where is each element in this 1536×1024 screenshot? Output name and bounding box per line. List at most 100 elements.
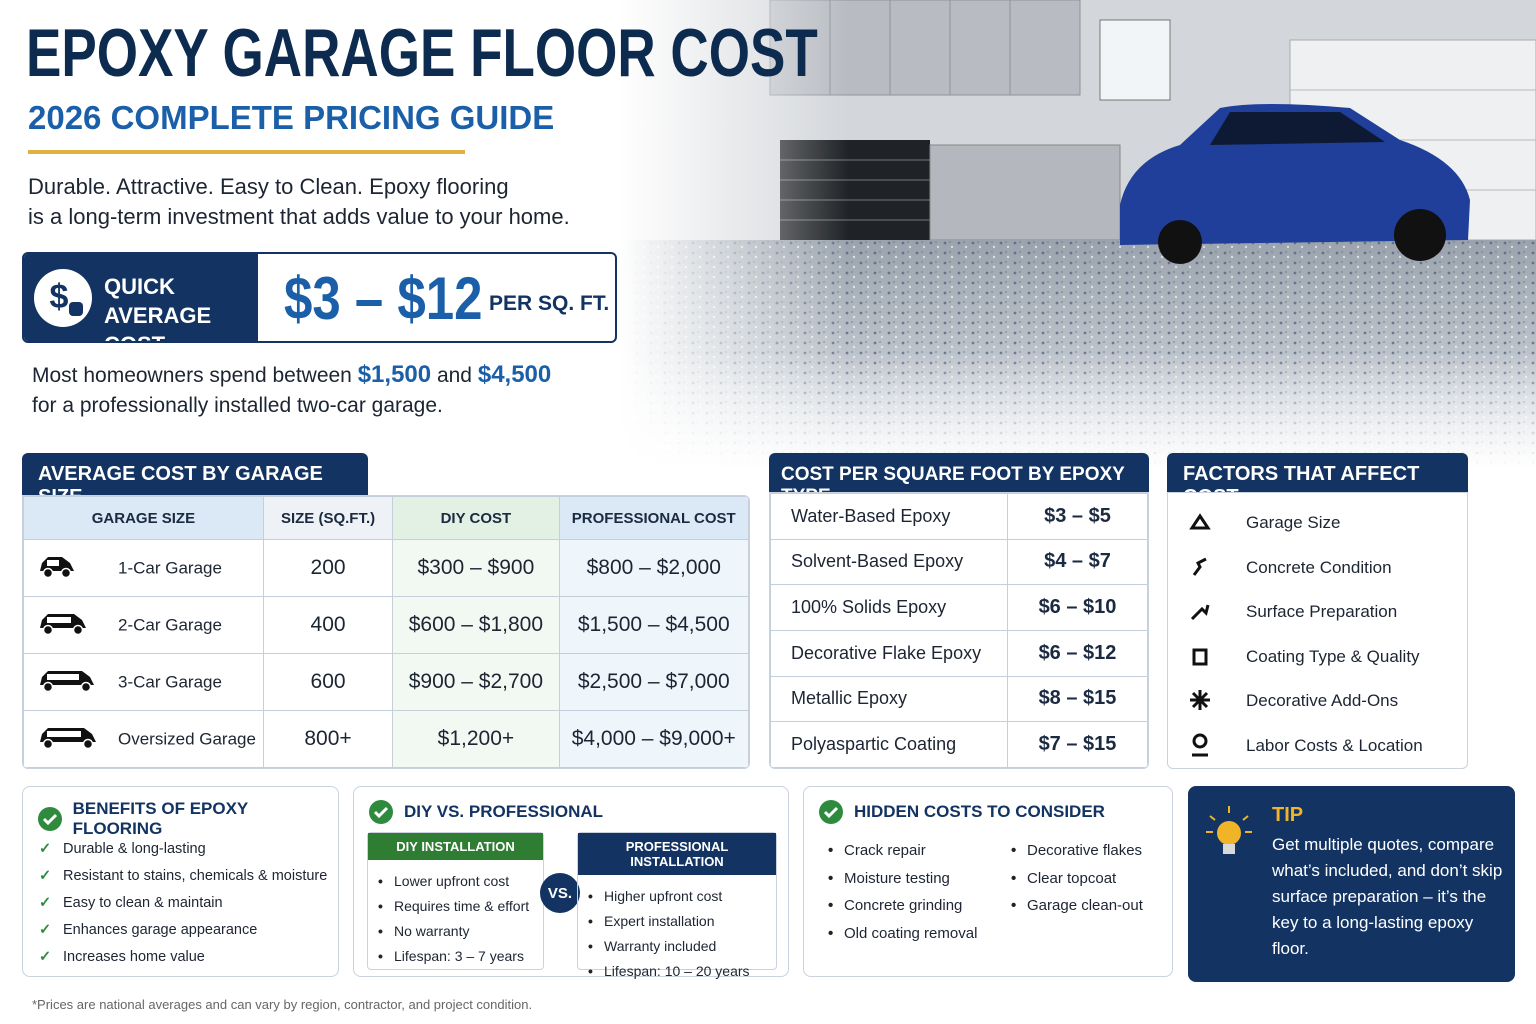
bullet: • [588, 962, 593, 979]
table-cell: $900 – $2,700 [392, 653, 560, 711]
garage-name: 2-Car Garage [118, 615, 222, 634]
cell-value: 600 [310, 670, 346, 693]
epoxy-type: Solvent-Based Epoxy [770, 538, 1008, 586]
table-row: Solvent-Based Epoxy $4 – $7 [770, 538, 1148, 586]
intro: Durable. Attractive. Easy to Clean. Epox… [28, 172, 570, 232]
list-item: • Expert installation [588, 908, 776, 933]
price-range: $6 – $12 [1007, 629, 1148, 677]
bulb-icon [1206, 806, 1252, 854]
item-text: No warranty [394, 922, 470, 939]
price-range: $4 – $7 [1007, 538, 1148, 586]
factor-icon [1190, 604, 1210, 621]
factor-item: Decorative Add-Ons [1168, 679, 1467, 724]
check-icon [38, 807, 62, 831]
table-cell: $1,200+ [392, 710, 560, 768]
item-text: Crack repair [844, 842, 926, 860]
title: EPOXY GARAGE FLOOR COST [26, 15, 818, 91]
garage-photo [620, 0, 1536, 470]
cell-value: $800 – $2,000 [586, 556, 721, 579]
tip-card: TIP Get multiple quotes, compare what’s … [1188, 786, 1515, 982]
size-table: GARAGE SIZE SIZE (SQ.FT.) DIY COST PROFESSI… [23, 496, 749, 768]
list-item: ✓ Durable & long-lasting [39, 835, 327, 862]
diy-pro-card: DIY VS. PROFESSIONAL DIY INSTALLATION • L… [353, 786, 789, 979]
bullet: • [588, 937, 593, 954]
intro-line: Durable. Attractive. Easy to Clean. Epox… [28, 174, 509, 199]
list-item: ✓ Increases home value [39, 943, 327, 970]
car-icon [40, 670, 94, 692]
list-item: • Requires time & effort [378, 893, 543, 918]
list-item: • Warranty included [588, 933, 776, 958]
factor-icon [1192, 648, 1208, 666]
check-mark: ✓ [39, 948, 52, 965]
price-range: $6 – $10 [1007, 584, 1148, 631]
diy-box: DIY INSTALLATION • Lower upfront cost • Req… [367, 832, 544, 970]
table-cell: 200 [262, 539, 394, 597]
cell-value: $1,500 – $4,500 [577, 613, 730, 636]
epoxy-type: Metallic Epoxy [770, 675, 1008, 723]
factor-label: Labor Costs & Location [1246, 735, 1423, 755]
text: Most homeowners spend between [32, 364, 352, 387]
box-title: DIY INSTALLATION [368, 833, 543, 860]
quick-cost-range: $3 – $12 [284, 265, 483, 332]
item-text: Easy to clean & maintain [63, 894, 223, 911]
factor-icon [1190, 690, 1210, 711]
list-item: • Lifespan: 10 – 20 years [588, 958, 776, 983]
dollar-icon: $ [34, 269, 92, 327]
table-cell: 800+ [262, 710, 394, 768]
list-item: • Lifespan: 3 – 7 years [378, 943, 543, 968]
table-cell: $1,500 – $4,500 [558, 596, 749, 654]
column-header: PROFESSIONAL COST [558, 496, 749, 540]
header-row: GARAGE SIZE SIZE (SQ.FT.) DIY COST PROFESSI… [23, 496, 749, 540]
quick-cost-label: QUICK AVERAGE COST [104, 272, 258, 341]
factor-icon [1192, 733, 1208, 757]
list-item: • Decorative flakes [1011, 837, 1143, 865]
check-mark: ✓ [39, 894, 52, 911]
label-line: QUICK [104, 274, 175, 299]
car-icon [40, 727, 96, 749]
footnote: *Prices are national averages and can va… [32, 997, 533, 1012]
pro-box: PROFESSIONAL INSTALLATION • Higher upfron… [577, 832, 777, 979]
item-text: Decorative flakes [1027, 842, 1143, 860]
epoxy-type: Polyaspartic Coating [770, 721, 1008, 768]
label-line: AVERAGE COST [104, 303, 212, 341]
text: and [436, 364, 472, 387]
table-row: Metallic Epoxy $8 – $15 [770, 675, 1148, 723]
item-text: Resistant to stains, chemicals & moistur… [63, 867, 328, 884]
card-title: HIDDEN COSTS TO CONSIDER [854, 802, 1105, 821]
check-mark: ✓ [39, 867, 52, 884]
card-header: DIY VS. PROFESSIONAL [368, 799, 603, 825]
bullet: • [1011, 897, 1017, 915]
garage-name: 1-Car Garage [118, 558, 222, 577]
check-icon [819, 800, 843, 824]
bullet: • [378, 897, 383, 914]
item-text: Expert installation [604, 912, 715, 929]
cell-value: 800+ [304, 727, 352, 750]
item-text: Lower upfront cost [394, 872, 510, 889]
factor-label: Surface Preparation [1246, 602, 1398, 622]
list-item: • Crack repair [828, 837, 977, 865]
table-row: 1-Car Garage 200 $300 – $900 $800 – $2,000 [23, 539, 749, 597]
bullet: • [828, 869, 834, 887]
quick-cost: $ QUICK AVERAGE COST $3 – $12 PER SQ. FT… [22, 252, 617, 343]
type-table-card: Water-Based Epoxy $3 – $5 Solvent-Based Ep… [769, 492, 1149, 769]
check-mark: ✓ [39, 921, 52, 938]
factor-label: Garage Size [1246, 513, 1341, 533]
column-header: SIZE (SQ.FT.) [262, 496, 394, 540]
factor-item: Concrete Condition [1168, 546, 1467, 591]
garage-name: Oversized Garage [118, 729, 256, 748]
cell-value: $1,200+ [437, 727, 515, 750]
table-row: Oversized Garage 800+ $1,200+ $4,000 – $9,0… [23, 710, 749, 768]
price-range: $3 – $5 [1007, 493, 1148, 540]
price-range: $8 – $15 [1007, 675, 1148, 723]
item-text: Garage clean-out [1027, 897, 1143, 915]
size-table-card: GARAGE SIZE SIZE (SQ.FT.) DIY COST PROFESSI… [22, 495, 750, 769]
car-icon [40, 556, 74, 578]
table-cell: $800 – $2,000 [558, 539, 749, 597]
list-item: • Concrete grinding [828, 892, 977, 920]
hidden-costs-card: HIDDEN COSTS TO CONSIDER • Crack repair • M… [803, 786, 1173, 977]
list-item: • Moisture testing [828, 865, 977, 893]
card-title: BENEFITS OF EPOXY FLOORING [72, 799, 248, 838]
bullet: • [588, 887, 593, 904]
cell-value: $2,500 – $7,000 [577, 670, 730, 693]
